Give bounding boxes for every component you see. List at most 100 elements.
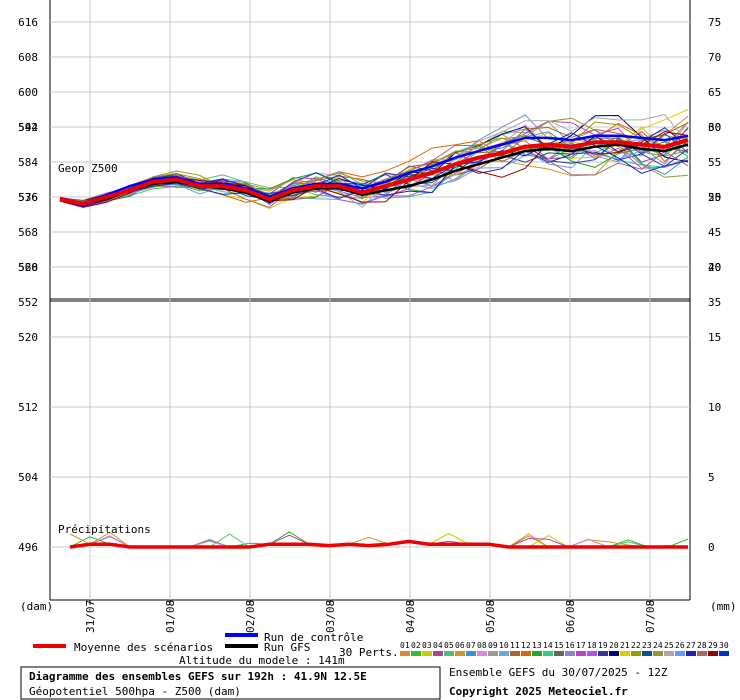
x-tick-label: 02/08	[244, 600, 257, 633]
member-number: 02	[411, 641, 421, 650]
x-tick-label: 06/08	[564, 600, 577, 633]
y-tick-right: 20	[708, 261, 721, 274]
legend-control-swatch	[225, 633, 258, 637]
legend: Moyenne des scénarios Run de contrôle Ru…	[33, 631, 729, 667]
member-swatch	[444, 651, 454, 656]
left-unit-label: (dam)	[20, 600, 53, 613]
member-swatch	[510, 651, 520, 656]
x-tick-label: 04/08	[404, 600, 417, 633]
legend-mean-swatch	[33, 644, 66, 648]
member-swatch	[477, 651, 487, 656]
member-number: 25	[664, 641, 674, 650]
member-swatch	[576, 651, 586, 656]
member-swatch	[565, 651, 575, 656]
x-tick-label: 03/08	[324, 600, 337, 633]
member-number: 09	[488, 641, 498, 650]
member-swatch	[609, 651, 619, 656]
member-swatch	[708, 651, 718, 656]
y-tick-right: 50	[708, 191, 721, 204]
y-tick-left: 608	[18, 51, 38, 64]
member-swatch	[521, 651, 531, 656]
footer-box	[20, 666, 441, 700]
member-number: 28	[697, 641, 707, 650]
member-swatch	[686, 651, 696, 656]
member-number: 21	[620, 641, 630, 650]
x-tick-label: 01/08	[164, 600, 177, 633]
legend-gfs-label: Run GFS	[264, 641, 310, 654]
member-swatch	[466, 651, 476, 656]
member-swatch	[411, 651, 421, 656]
y-tick-right: 5	[708, 471, 715, 484]
member-number: 05	[444, 641, 454, 650]
member-line	[59, 120, 689, 208]
member-number: 11	[510, 641, 520, 650]
member-swatch	[719, 651, 729, 656]
member-swatch	[631, 651, 641, 656]
x-tick-label: 05/08	[484, 600, 497, 633]
member-swatch	[400, 651, 410, 656]
member-number: 14	[543, 641, 553, 650]
y-tick-right: 0	[708, 541, 715, 554]
member-swatch	[499, 651, 509, 656]
y-tick-left: 568	[18, 226, 38, 239]
member-swatch	[653, 651, 663, 656]
member-swatch	[675, 651, 685, 656]
member-swatch	[455, 651, 465, 656]
y-tick-right: 55	[708, 156, 721, 169]
member-swatch	[664, 651, 674, 656]
legend-gfs-swatch	[225, 644, 258, 648]
y-tick-left: 536	[18, 191, 38, 204]
y-tick-left: 512	[18, 401, 38, 414]
member-number: 16	[565, 641, 575, 650]
member-number: 17	[576, 641, 586, 650]
y-tick-right: 10	[708, 401, 721, 414]
member-number: 08	[477, 641, 487, 650]
member-swatch	[598, 651, 608, 656]
y-tick-left: 504	[18, 471, 38, 484]
member-number: 22	[631, 641, 641, 650]
y-tick-left: 592	[18, 121, 38, 134]
y-tick-left: 600	[18, 86, 38, 99]
member-number: 01	[400, 641, 410, 650]
main-lines	[59, 134, 689, 549]
y-tick-left: 560	[18, 261, 38, 274]
footer-copyright: Copyright 2025 Meteociel.fr	[449, 685, 628, 698]
member-swatch	[697, 651, 707, 656]
member-number: 12	[521, 641, 531, 650]
member-swatch	[433, 651, 443, 656]
y-tick-right: 75	[708, 16, 721, 29]
footer-title: Diagramme des ensembles GEFS sur 192h : …	[29, 670, 367, 683]
x-tick-label: 07/08	[644, 600, 657, 633]
y-tick-right: 35	[708, 296, 721, 309]
member-number: 06	[455, 641, 465, 650]
y-tick-right: 15	[708, 331, 721, 344]
bottom-panel-label: Précipitations	[58, 523, 151, 536]
member-line	[59, 132, 689, 202]
top-panel-label: Geop Z500	[58, 162, 118, 175]
altitude-label: Altitude du modele : 141m	[179, 654, 345, 667]
y-tick-left: 552	[18, 296, 38, 309]
member-number: 03	[422, 641, 432, 650]
y-tick-left: 496	[18, 541, 38, 554]
y-tick-right: 40	[708, 261, 721, 274]
legend-mean-label: Moyenne des scénarios	[74, 641, 213, 654]
grid-layer	[49, 0, 691, 605]
y-tick-left: 528	[18, 261, 38, 274]
member-swatch	[488, 651, 498, 656]
member-lines	[59, 109, 689, 548]
x-tick-label: 31/07	[84, 600, 97, 633]
y-tick-left: 520	[18, 331, 38, 344]
member-number: 24	[653, 641, 663, 650]
member-swatch	[532, 651, 542, 656]
y-tick-right: 30	[708, 121, 721, 134]
member-number: 29	[708, 641, 718, 650]
right-unit-label: (mm)	[710, 600, 737, 613]
y-tick-right: 60	[708, 121, 721, 134]
y-tick-right: 25	[708, 191, 721, 204]
footer-subtitle: Géopotentiel 500hpa - Z500 (dam)	[29, 685, 241, 698]
member-number: 07	[466, 641, 476, 650]
member-number: 30	[719, 641, 729, 650]
mean-precip-line	[69, 539, 688, 549]
member-swatch	[554, 651, 564, 656]
